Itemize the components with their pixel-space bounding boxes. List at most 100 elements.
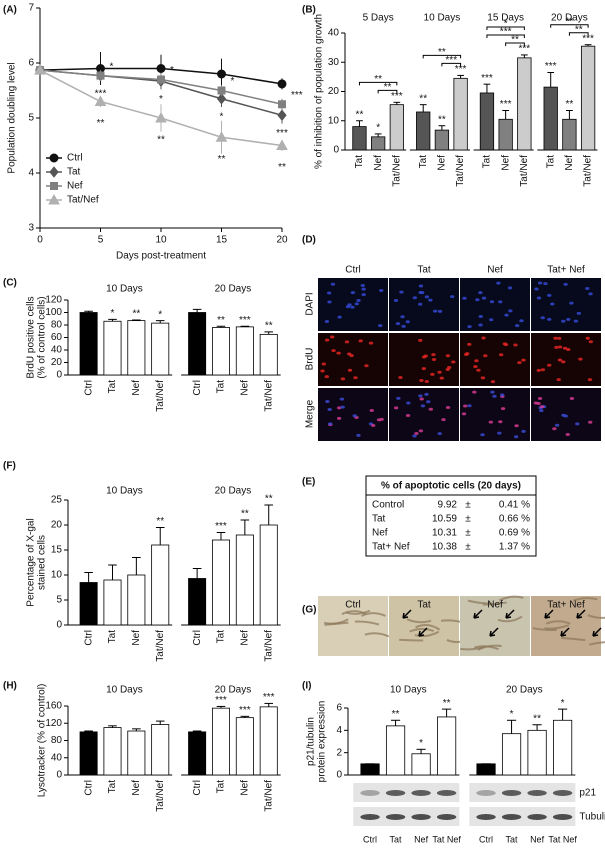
nucleus xyxy=(424,295,430,299)
nucleus xyxy=(475,298,480,302)
bar xyxy=(371,136,386,151)
nucleus xyxy=(327,300,332,304)
nucleus xyxy=(450,295,455,299)
category-label: Ctrl xyxy=(83,380,94,396)
significance: *** xyxy=(239,705,251,716)
group-title: 20 Days xyxy=(551,13,588,24)
table-cell: 0.69 % xyxy=(499,528,530,539)
significance: * xyxy=(510,709,514,720)
bracket xyxy=(441,62,462,67)
bracket-label: ** xyxy=(438,47,446,58)
cell xyxy=(498,595,524,602)
column-label: Tat xyxy=(417,600,431,611)
nucleus xyxy=(534,287,539,291)
significance: *** xyxy=(291,90,303,101)
blot-strip xyxy=(469,807,576,826)
blot-band xyxy=(385,814,406,820)
significance: *** xyxy=(455,64,467,75)
significance: ** xyxy=(438,114,446,125)
table-title: % of apoptotic cells (20 days) xyxy=(381,481,521,492)
y-axis-label: p21/tubulin xyxy=(306,717,317,766)
nucleus xyxy=(364,364,369,368)
nucleus xyxy=(515,324,520,328)
legend-label: Tat xyxy=(67,167,81,178)
nucleus xyxy=(398,375,403,379)
nucleus xyxy=(379,289,384,293)
bar xyxy=(580,45,596,151)
nucleus xyxy=(543,282,548,286)
nucleus xyxy=(356,298,361,302)
category-label: Ctrl xyxy=(192,380,203,396)
significance: * xyxy=(159,94,163,105)
micrograph xyxy=(460,333,530,386)
blot-band xyxy=(501,814,522,820)
category-label: Nef xyxy=(530,834,545,844)
bracket-label: ** xyxy=(575,24,583,35)
x-tick-label: 0 xyxy=(37,235,43,246)
y-tick-label: 4 xyxy=(28,168,34,179)
nucleus xyxy=(500,407,506,411)
bar xyxy=(79,731,98,776)
nucleus xyxy=(361,293,366,297)
column-label: Nef xyxy=(487,265,503,276)
group-title: 10 Days xyxy=(390,685,427,696)
nucleus xyxy=(352,414,357,418)
bar xyxy=(151,322,170,376)
nucleus xyxy=(492,394,497,398)
bar xyxy=(151,724,170,776)
group-title: 10 Days xyxy=(424,13,461,24)
table-cell: Control xyxy=(372,500,404,511)
nucleus xyxy=(473,365,478,369)
group-title: 15 Days xyxy=(487,13,524,24)
category-label: Tat xyxy=(354,155,365,169)
significance: ** xyxy=(356,109,364,120)
nucleus xyxy=(418,284,424,288)
cell xyxy=(406,618,432,624)
nucleus xyxy=(536,402,541,406)
point xyxy=(215,131,228,142)
micrograph xyxy=(318,388,388,441)
nucleus xyxy=(552,427,557,431)
bracket xyxy=(377,89,398,94)
nucleus xyxy=(507,286,513,290)
significance: *** xyxy=(215,521,227,532)
y-tick-label: 5 xyxy=(28,113,34,124)
category-label: Tat/Nef xyxy=(455,155,466,187)
blot-strip xyxy=(353,807,460,826)
micrograph xyxy=(318,278,388,331)
nucleus xyxy=(350,305,355,309)
category-label: Nef xyxy=(500,155,511,171)
nucleus xyxy=(462,296,467,300)
micrograph xyxy=(318,333,388,386)
group-title: 20 Days xyxy=(215,486,252,497)
category-label: Tat Nef xyxy=(548,834,577,844)
significance: *** xyxy=(276,128,288,139)
nucleus xyxy=(521,358,526,362)
bar xyxy=(211,327,230,376)
arrow xyxy=(576,609,586,619)
panel-label: (G) xyxy=(302,605,316,616)
cell xyxy=(399,638,424,642)
nucleus xyxy=(467,404,472,408)
nucleus xyxy=(326,291,332,295)
nucleus xyxy=(430,372,435,376)
bar xyxy=(103,579,122,626)
category-label: Tat/Nef xyxy=(519,155,530,187)
arrow xyxy=(560,627,570,637)
category-label: Ctrl xyxy=(192,630,203,646)
bar xyxy=(437,716,457,776)
category-label: Tat/Nef xyxy=(155,630,166,662)
nucleus xyxy=(393,406,399,410)
table-cell: Tat+ Nef xyxy=(372,542,410,553)
nucleus xyxy=(561,360,566,364)
arrow xyxy=(473,609,483,619)
category-label: Tat Nef xyxy=(432,834,461,844)
bar xyxy=(501,733,522,776)
bar xyxy=(517,57,532,151)
cell xyxy=(482,601,508,606)
y-tick-label: 60 xyxy=(51,332,63,343)
significance: ** xyxy=(533,713,541,724)
nucleus xyxy=(536,296,542,300)
arrow xyxy=(592,627,602,637)
nucleus xyxy=(467,325,472,329)
